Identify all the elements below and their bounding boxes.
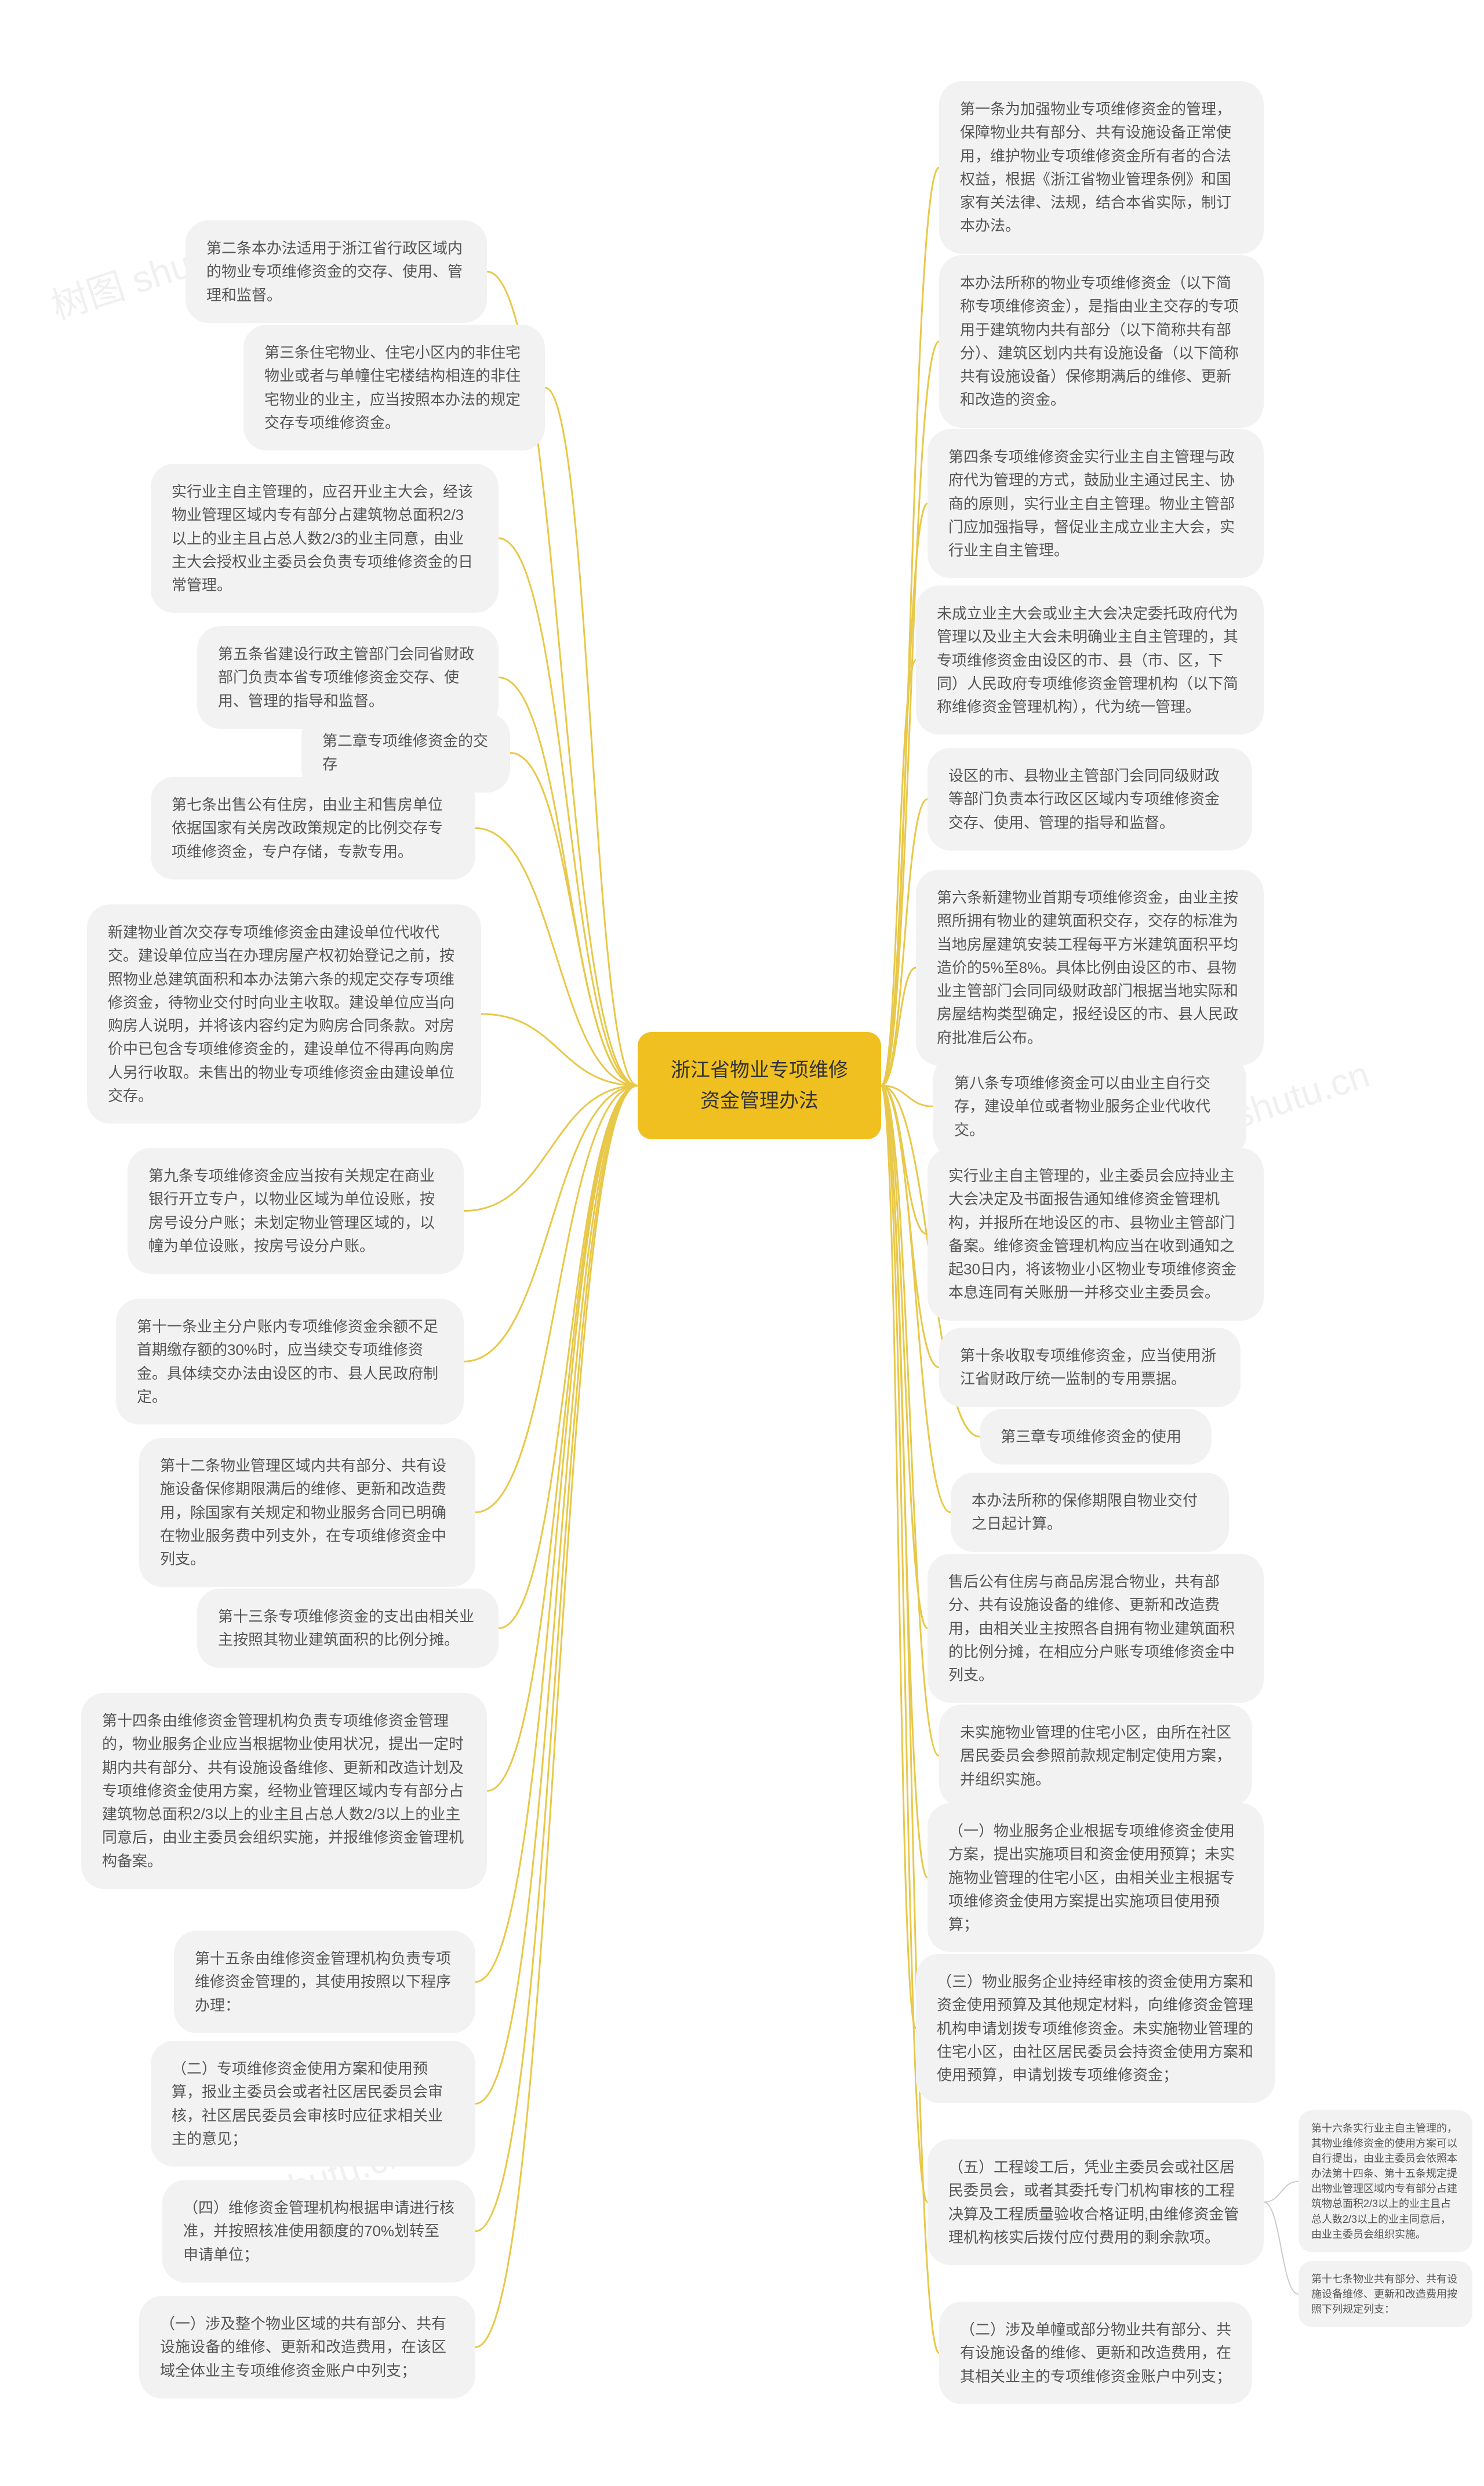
mindmap-node: （五）工程竣工后，凭业主委员会或社区居民委员会，或者其委托专门机构审核的工程决算… [928,2139,1264,2265]
mindmap-node: 实行业主自主管理的，应召开业主大会，经该物业管理区域内专有部分占建筑物总面积2/… [151,464,499,613]
mindmap-node: （四）维修资金管理机构根据申请进行核准，并按照核准使用额度的70%划转至申请单位… [162,2180,475,2283]
mindmap-node: 第三章专项维修资金的使用 [980,1409,1212,1464]
mindmap-node: 第七条出售公有住房，由业主和售房单位依据国家有关房改政策规定的比例交存专项维修资… [151,777,475,879]
mindmap-node: 未实施物业管理的住宅小区，由所在社区居民委员会参照前款规定制定使用方案，并组织实… [939,1704,1252,1807]
mindmap-node: 设区的市、县物业主管部门会同同级财政等部门负责本行政区区域内专项维修资金交存、使… [928,748,1252,851]
mindmap-node: （二）涉及单幢或部分物业共有部分、共有设施设备的维修、更新和改造费用，在其相关业… [939,2302,1252,2404]
mindmap-node: 第六条新建物业首期专项维修资金，由业主按照所拥有物业的建筑面积交存，交存的标准为… [916,870,1264,1066]
mindmap-node: 第十一条业主分户账内专项维修资金余额不足首期缴存额的30%时，应当续交专项维修资… [116,1299,464,1424]
mindmap-node: 第四条专项维修资金实行业主自主管理与政府代为管理的方式，鼓励业主通过民主、协商的… [928,429,1264,578]
mindmap-node: 本办法所称的物业专项维修资金（以下简称专项维修资金），是指由业主交存的专项用于建… [939,255,1264,428]
mindmap-node: （三）物业服务企业持经审核的资金使用方案和资金使用预算及其他规定材料，向维修资金… [916,1954,1275,2103]
mindmap-node: 售后公有住房与商品房混合物业，共有部分、共有设施设备的维修、更新和改造费用，由相… [928,1554,1264,1703]
mindmap-node: 实行业主自主管理的，业主委员会应持业主大会决定及书面报告通知维修资金管理机构，并… [928,1148,1264,1321]
center-node: 浙江省物业专项维修资金管理办法 [638,1032,881,1139]
mindmap-node: 第一条为加强物业专项维修资金的管理，保障物业共有部分、共有设施设备正常使用，维护… [939,81,1264,254]
mindmap-node: 第二条本办法适用于浙江省行政区域内的物业专项维修资金的交存、使用、管理和监督。 [186,220,487,323]
mindmap-node: 新建物业首次交存专项维修资金由建设单位代收代交。建设单位应当在办理房屋产权初始登… [87,904,481,1124]
mindmap-node: 第八条专项维修资金可以由业主自行交存，建设单位或者物业服务企业代收代交。 [933,1055,1246,1158]
mindmap-node: 第十五条由维修资金管理机构负责专项维修资金管理的，其使用按照以下程序办理： [174,1931,475,2033]
mindmap-node: 未成立业主大会或业主大会决定委托政府代为管理以及业主大会未明确业主自主管理的，其… [916,586,1264,735]
mindmap-node: 第十二条物业管理区域内共有部分、共有设施设备保修期限满后的维修、更新和改造费用，… [139,1438,475,1587]
mindmap-node: 第三条住宅物业、住宅小区内的非住宅物业或者与单幢住宅楼结构相连的非住宅物业的业主… [243,325,545,450]
mindmap-node: 第九条专项维修资金应当按有关规定在商业银行开立专户，以物业区域为单位设账，按房号… [128,1148,464,1274]
mindmap-node: 第十六条实行业主自主管理的，其物业维修资金的使用方案可以自行提出，由业主委员会依… [1298,2110,1472,2252]
mindmap-node: 第十四条由维修资金管理机构负责专项维修资金管理的，物业服务企业应当根据物业使用状… [81,1693,487,1889]
mindmap-node: 第十条收取专项维修资金，应当使用浙江省财政厅统一监制的专用票据。 [939,1328,1241,1407]
mindmap-node: （一）物业服务企业根据专项维修资金使用方案，提出实施项目和资金使用预算；未实施物… [928,1803,1264,1952]
mindmap-node: （二）专项维修资金使用方案和使用预算，报业主委员会或者社区居民委员会审核，社区居… [151,2041,475,2167]
mindmap-node: 本办法所称的保修期限自物业交付之日起计算。 [951,1473,1229,1552]
mindmap-node: （一）涉及整个物业区域的共有部分、共有设施设备的维修、更新和改造费用，在该区域全… [139,2296,475,2398]
mindmap-node: 第十七条物业共有部分、共有设施设备维修、更新和改造费用按照下列规定列支： [1298,2261,1472,2327]
mindmap-node: 第十三条专项维修资金的支出由相关业主按照其物业建筑面积的比例分摊。 [197,1589,499,1668]
